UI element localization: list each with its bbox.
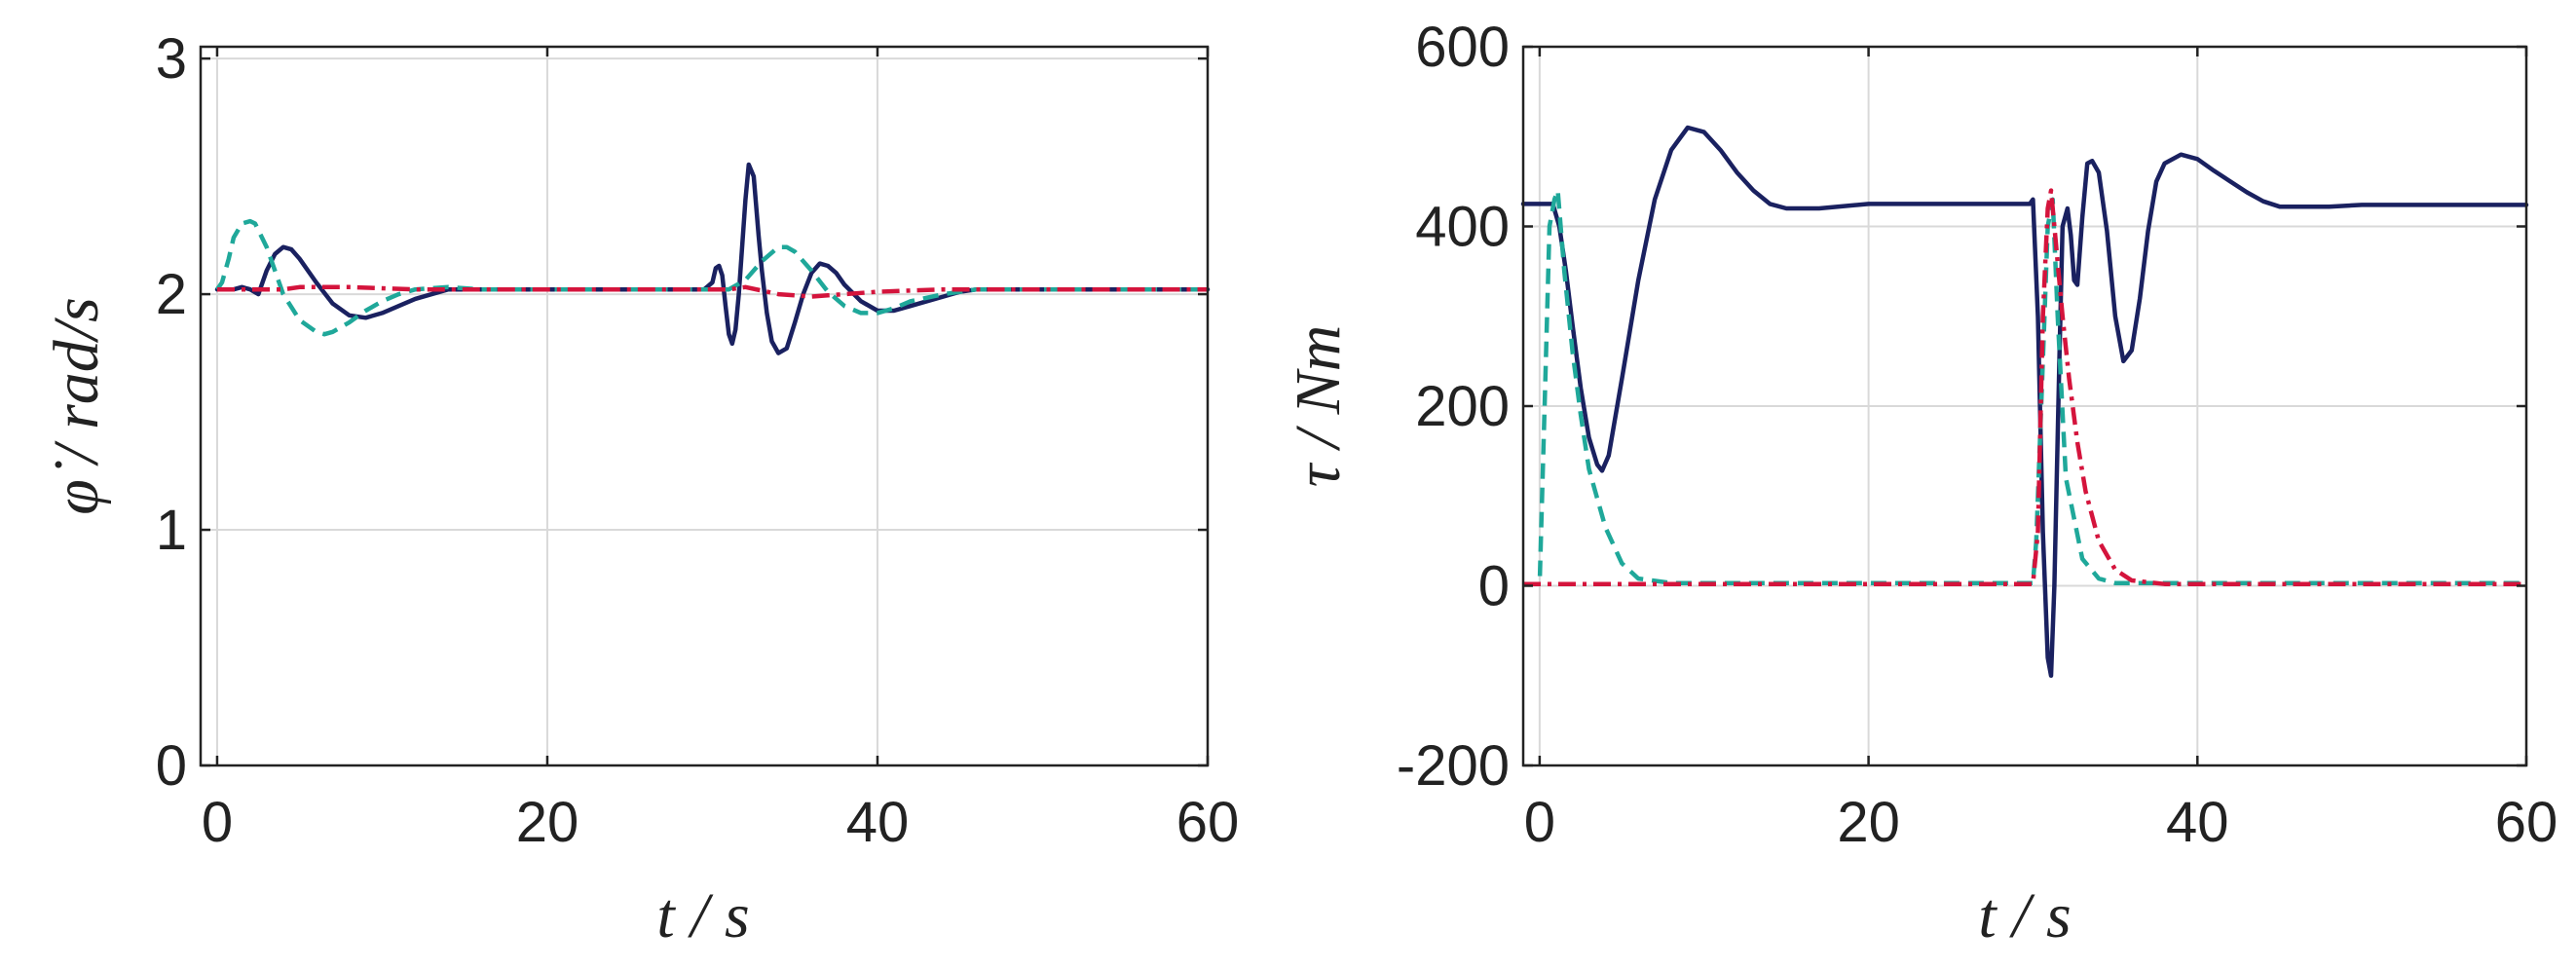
y-tick-label: 400: [1415, 196, 1510, 259]
series-line-solid: [1520, 125, 2529, 679]
grid-lines-1: [1523, 46, 2527, 766]
y-tick-label: 600: [1415, 16, 1510, 79]
y-axis-label-1: τ / Nm: [1283, 325, 1354, 488]
velocity-subplot: 0 20 40 60 0 1 2 3 t / s φ̇ / rad/s: [41, 27, 1239, 951]
y-tick-label: 1: [156, 499, 187, 562]
x-tick-label: 20: [1837, 791, 1900, 854]
x-tick-label: 40: [846, 791, 910, 854]
x-tick-label: 20: [516, 791, 579, 854]
series-lines-1: [1520, 125, 2529, 679]
y-tick-label: 2: [156, 263, 187, 326]
plot-frame-0: [199, 45, 1210, 767]
series-line-dashdot: [217, 284, 1208, 299]
grid-lines-0: [201, 47, 1209, 766]
x-tick-label: 60: [2495, 791, 2558, 854]
y-tick-label: 200: [1415, 375, 1510, 438]
y-tick-label: 0: [156, 734, 187, 798]
y-axis-label-0: φ̇ / rad/s: [41, 297, 112, 515]
x-axis-label-1: t / s: [1978, 880, 2071, 951]
x-tick-label: 40: [2166, 791, 2229, 854]
y-tick-label: 3: [156, 27, 187, 91]
series-lines-0: [214, 162, 1211, 355]
y-tick-label: -200: [1397, 734, 1510, 798]
series-line-solid: [214, 162, 1211, 355]
x-tick-label: 0: [202, 791, 233, 854]
series-line-dashed: [1523, 188, 2526, 586]
x-axis-label-0: t / s: [656, 880, 749, 951]
x-tick-label: 60: [1176, 791, 1240, 854]
y-tick-label: 0: [1478, 555, 1510, 618]
ticks-0: 0 20 40 60 0 1 2 3: [156, 27, 1240, 854]
x-tick-label: 0: [1524, 791, 1555, 854]
series-line-dashdot: [1523, 188, 2526, 586]
